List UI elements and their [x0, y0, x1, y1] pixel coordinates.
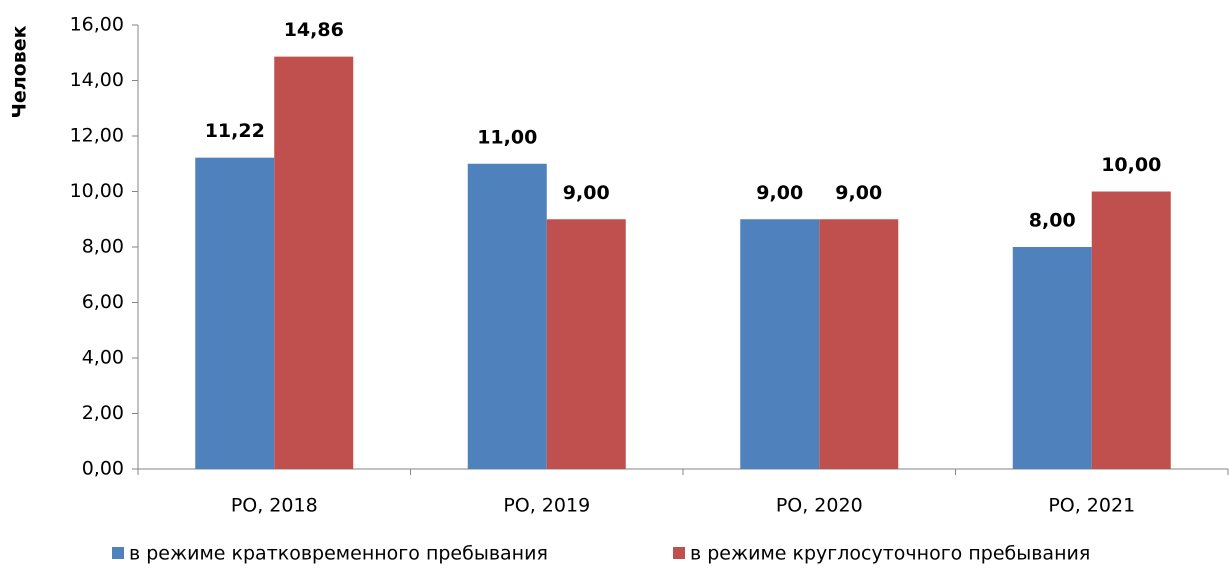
value-label: 11,00	[477, 126, 537, 148]
y-tick-label: 8,00	[82, 236, 124, 258]
x-tick-label: РО, 2018	[231, 495, 318, 517]
legend-label: в режиме круглосуточного пребывания	[690, 543, 1090, 565]
y-tick-label: 4,00	[82, 347, 124, 369]
x-tick-label: РО, 2021	[1048, 495, 1135, 517]
y-tick-label: 16,00	[70, 14, 124, 36]
x-tick-label: РО, 2020	[776, 495, 863, 517]
bar	[546, 219, 626, 469]
bar	[819, 219, 899, 469]
value-label: 11,22	[205, 120, 265, 142]
bar	[274, 56, 354, 469]
y-tick-label: 0,00	[82, 458, 124, 480]
bar	[1091, 191, 1171, 469]
y-tick-label: 10,00	[70, 180, 124, 202]
value-label: 14,86	[284, 19, 344, 41]
y-tick-label: 12,00	[70, 125, 124, 147]
y-tick-label: 2,00	[82, 402, 124, 424]
bar	[195, 157, 275, 469]
y-tick-label: 14,00	[70, 69, 124, 91]
y-tick-label: 6,00	[82, 291, 124, 313]
legend-swatch	[112, 547, 124, 559]
legend-swatch	[673, 547, 685, 559]
bar	[740, 219, 820, 469]
x-tick-label: РО, 2019	[503, 495, 590, 517]
value-label: 9,00	[756, 182, 803, 204]
value-label: 8,00	[1029, 210, 1076, 232]
bar	[1012, 247, 1092, 469]
legend-label: в режиме кратковременного пребывания	[129, 543, 548, 565]
value-label: 9,00	[563, 182, 610, 204]
y-axis-label: Человек	[9, 25, 31, 118]
value-label: 9,00	[835, 182, 882, 204]
value-label: 10,00	[1101, 154, 1161, 176]
bar	[467, 163, 547, 469]
